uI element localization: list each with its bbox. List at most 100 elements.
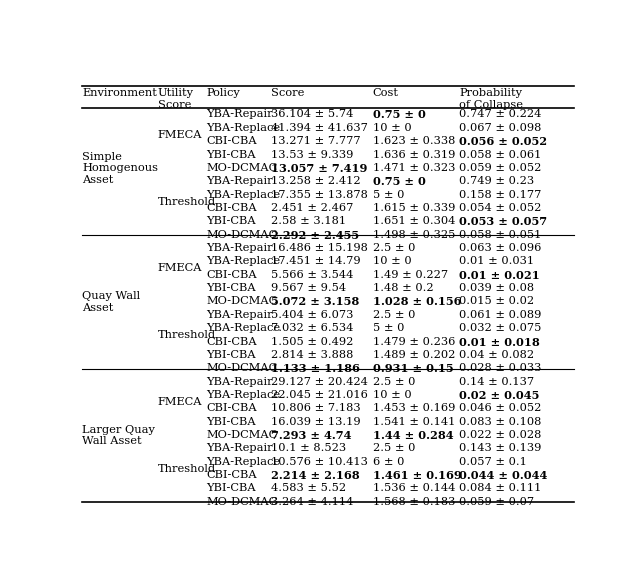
Text: 17.451 ± 14.79: 17.451 ± 14.79	[271, 256, 360, 266]
Text: Threshold: Threshold	[158, 330, 216, 340]
Text: 1.536 ± 0.144: 1.536 ± 0.144	[372, 483, 455, 493]
Text: YBI-CBA: YBI-CBA	[207, 149, 256, 159]
Text: YBA-Replace: YBA-Replace	[207, 457, 280, 467]
Text: 0.022 ± 0.028: 0.022 ± 0.028	[460, 430, 542, 440]
Text: 2.451 ± 2.467: 2.451 ± 2.467	[271, 203, 353, 213]
Text: 10 ± 0: 10 ± 0	[372, 123, 412, 133]
Text: 0.75 ± 0: 0.75 ± 0	[372, 176, 426, 187]
Text: 0.931 ± 0.15: 0.931 ± 0.15	[372, 363, 453, 374]
Text: CBI-CBA: CBI-CBA	[207, 270, 257, 280]
Text: 7.293 ± 4.74: 7.293 ± 4.74	[271, 430, 351, 441]
Text: 1.615 ± 0.339: 1.615 ± 0.339	[372, 203, 455, 213]
Text: 17.355 ± 13.878: 17.355 ± 13.878	[271, 189, 368, 199]
Text: 0.058 ± 0.061: 0.058 ± 0.061	[460, 149, 542, 159]
Text: Quay Wall
Asset: Quay Wall Asset	[83, 291, 141, 313]
Text: 1.651 ± 0.304: 1.651 ± 0.304	[372, 216, 455, 226]
Text: FMECA: FMECA	[158, 397, 202, 407]
Text: 2.5 ± 0: 2.5 ± 0	[372, 376, 415, 386]
Text: 22.045 ± 21.016: 22.045 ± 21.016	[271, 390, 368, 400]
Text: 1.49 ± 0.227: 1.49 ± 0.227	[372, 270, 448, 280]
Text: 1.44 ± 0.284: 1.44 ± 0.284	[372, 430, 453, 441]
Text: 0.02 ± 0.045: 0.02 ± 0.045	[460, 390, 540, 401]
Text: MO-DCMAC: MO-DCMAC	[207, 296, 278, 306]
Text: 1.498 ± 0.325: 1.498 ± 0.325	[372, 230, 455, 240]
Text: YBA-Replace: YBA-Replace	[207, 123, 280, 133]
Text: CBI-CBA: CBI-CBA	[207, 470, 257, 480]
Text: 5.072 ± 3.158: 5.072 ± 3.158	[271, 296, 359, 308]
Text: Threshold: Threshold	[158, 196, 216, 206]
Text: YBA-Repair: YBA-Repair	[207, 310, 273, 320]
Text: 10.806 ± 7.183: 10.806 ± 7.183	[271, 403, 360, 413]
Text: Simple
Homogenous
Asset: Simple Homogenous Asset	[83, 152, 159, 185]
Text: 29.127 ± 20.424: 29.127 ± 20.424	[271, 376, 368, 386]
Text: YBA-Repair: YBA-Repair	[207, 443, 273, 453]
Text: 0.028 ± 0.033: 0.028 ± 0.033	[460, 363, 542, 373]
Text: 4.583 ± 5.52: 4.583 ± 5.52	[271, 483, 346, 493]
Text: 1.636 ± 0.319: 1.636 ± 0.319	[372, 149, 455, 159]
Text: Larger Quay
Wall Asset: Larger Quay Wall Asset	[83, 425, 156, 446]
Text: 0.01 ± 0.018: 0.01 ± 0.018	[460, 336, 540, 348]
Text: MO-DCMAC: MO-DCMAC	[207, 497, 278, 507]
Text: 13.53 ± 9.339: 13.53 ± 9.339	[271, 149, 353, 159]
Text: 1.48 ± 0.2: 1.48 ± 0.2	[372, 283, 433, 293]
Text: YBI-CBA: YBI-CBA	[207, 283, 256, 293]
Text: 2.292 ± 2.455: 2.292 ± 2.455	[271, 230, 359, 240]
Text: 16.039 ± 13.19: 16.039 ± 13.19	[271, 417, 360, 427]
Text: YBA-Replace: YBA-Replace	[207, 189, 280, 199]
Text: Score: Score	[271, 88, 305, 98]
Text: YBI-CBA: YBI-CBA	[207, 483, 256, 493]
Text: 0.046 ± 0.052: 0.046 ± 0.052	[460, 403, 542, 413]
Text: 2.5 ± 0: 2.5 ± 0	[372, 443, 415, 453]
Text: YBI-CBA: YBI-CBA	[207, 216, 256, 226]
Text: 3.264 ± 4.114: 3.264 ± 4.114	[271, 497, 353, 507]
Text: 10 ± 0: 10 ± 0	[372, 256, 412, 266]
Text: 0.039 ± 0.08: 0.039 ± 0.08	[460, 283, 534, 293]
Text: 1.505 ± 0.492: 1.505 ± 0.492	[271, 336, 353, 346]
Text: MO-DCMAC: MO-DCMAC	[207, 430, 278, 440]
Text: Cost: Cost	[372, 88, 399, 98]
Text: 13.057 ± 7.419: 13.057 ± 7.419	[271, 163, 367, 174]
Text: Environment: Environment	[83, 88, 157, 98]
Text: 5.566 ± 3.544: 5.566 ± 3.544	[271, 270, 353, 280]
Text: 1.541 ± 0.141: 1.541 ± 0.141	[372, 417, 455, 427]
Text: YBA-Repair: YBA-Repair	[207, 243, 273, 253]
Text: 7.032 ± 6.534: 7.032 ± 6.534	[271, 323, 353, 333]
Text: 1.568 ± 0.183: 1.568 ± 0.183	[372, 497, 455, 507]
Text: YBA-Replace: YBA-Replace	[207, 323, 280, 333]
Text: 1.453 ± 0.169: 1.453 ± 0.169	[372, 403, 455, 413]
Text: 0.01 ± 0.021: 0.01 ± 0.021	[460, 270, 540, 280]
Text: 6 ± 0: 6 ± 0	[372, 457, 404, 467]
Text: YBA-Repair: YBA-Repair	[207, 376, 273, 386]
Text: 0.083 ± 0.108: 0.083 ± 0.108	[460, 417, 542, 427]
Text: CBI-CBA: CBI-CBA	[207, 203, 257, 213]
Text: CBI-CBA: CBI-CBA	[207, 403, 257, 413]
Text: 1.461 ± 0.169: 1.461 ± 0.169	[372, 470, 461, 481]
Text: 2.814 ± 3.888: 2.814 ± 3.888	[271, 350, 353, 360]
Text: YBA-Replace: YBA-Replace	[207, 256, 280, 266]
Text: 5.404 ± 6.073: 5.404 ± 6.073	[271, 310, 353, 320]
Text: 0.061 ± 0.089: 0.061 ± 0.089	[460, 310, 542, 320]
Text: CBI-CBA: CBI-CBA	[207, 136, 257, 146]
Text: 0.054 ± 0.052: 0.054 ± 0.052	[460, 203, 542, 213]
Text: YBI-CBA: YBI-CBA	[207, 417, 256, 427]
Text: 5 ± 0: 5 ± 0	[372, 189, 404, 199]
Text: 0.01 ± 0.031: 0.01 ± 0.031	[460, 256, 534, 266]
Text: 9.567 ± 9.54: 9.567 ± 9.54	[271, 283, 346, 293]
Text: 0.747 ± 0.224: 0.747 ± 0.224	[460, 109, 542, 119]
Text: FMECA: FMECA	[158, 130, 202, 140]
Text: 0.14 ± 0.137: 0.14 ± 0.137	[460, 376, 534, 386]
Text: 1.028 ± 0.156: 1.028 ± 0.156	[372, 296, 461, 308]
Text: 0.058 ± 0.051: 0.058 ± 0.051	[460, 230, 542, 240]
Text: MO-DCMAC: MO-DCMAC	[207, 230, 278, 240]
Text: 1.623 ± 0.338: 1.623 ± 0.338	[372, 136, 455, 146]
Text: 0.084 ± 0.111: 0.084 ± 0.111	[460, 483, 542, 493]
Text: 2.214 ± 2.168: 2.214 ± 2.168	[271, 470, 360, 481]
Text: Probability
of Collapse: Probability of Collapse	[460, 88, 524, 110]
Text: 0.053 ± 0.057: 0.053 ± 0.057	[460, 216, 548, 228]
Text: YBA-Repair: YBA-Repair	[207, 109, 273, 119]
Text: 0.158 ± 0.177: 0.158 ± 0.177	[460, 189, 542, 199]
Text: MO-DCMAC: MO-DCMAC	[207, 163, 278, 173]
Text: YBA-Replace: YBA-Replace	[207, 390, 280, 400]
Text: 10.576 ± 10.413: 10.576 ± 10.413	[271, 457, 368, 467]
Text: 16.486 ± 15.198: 16.486 ± 15.198	[271, 243, 368, 253]
